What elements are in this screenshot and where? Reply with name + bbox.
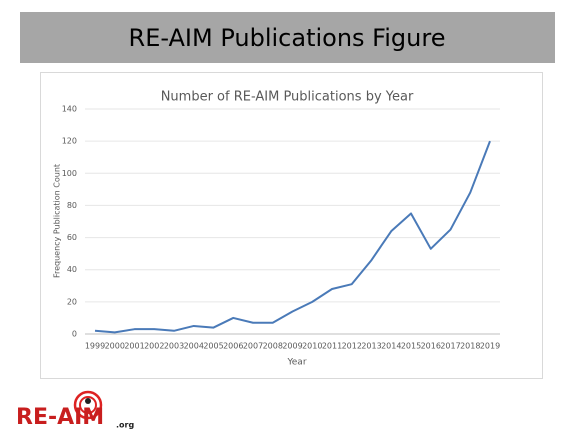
slide-title: RE-AIM Publications Figure	[129, 24, 446, 52]
logo-ring	[79, 396, 97, 414]
x-tick-label: 2005	[203, 342, 223, 351]
header-banner	[20, 12, 555, 63]
x-tick-label: 2017	[440, 342, 460, 351]
y-axis-label: Frequency Publication Count	[53, 164, 62, 278]
logo-figure	[85, 398, 91, 404]
x-tick-label: 2002	[144, 342, 164, 351]
x-axis-label: Year	[286, 358, 306, 368]
y-tick-label: 140	[62, 105, 77, 114]
x-tick-label: 2016	[421, 342, 441, 351]
chart-frame	[40, 72, 543, 379]
x-tick-label: 2019	[480, 342, 500, 351]
x-tick-label: 2012	[342, 342, 362, 351]
x-tick-label: 2001	[124, 342, 144, 351]
y-tick-label: 60	[67, 233, 77, 242]
y-tick-label: 80	[67, 201, 77, 210]
y-tick-label: 40	[67, 265, 77, 274]
y-tick-label: 0	[72, 330, 77, 339]
logo-suffix: .org	[116, 421, 134, 430]
y-tick-label: 120	[62, 137, 77, 146]
x-tick-label: 2003	[164, 342, 184, 351]
x-tick-label: 2014	[381, 342, 401, 351]
x-tick-label: 2007	[243, 342, 263, 351]
x-tick-label: 2006	[223, 342, 243, 351]
logo-ring	[73, 390, 103, 420]
y-tick-label: 100	[62, 169, 77, 178]
x-tick-label: 2008	[263, 342, 283, 351]
chart-title: Number of RE-AIM Publications by Year	[161, 90, 414, 105]
x-tick-label: 2011	[322, 342, 342, 351]
x-tick-label: 2000	[105, 342, 125, 351]
x-tick-label: 2015	[401, 342, 421, 351]
x-tick-label: 2018	[460, 342, 480, 351]
y-tick-label: 20	[67, 297, 77, 306]
x-tick-label: 2010	[302, 342, 322, 351]
logo-text: RE-AIM	[16, 405, 104, 430]
x-tick-label: 2009	[282, 342, 302, 351]
x-tick-label: 2004	[184, 342, 204, 351]
x-tick-label: 1999	[85, 342, 105, 351]
data-line	[94, 140, 491, 334]
x-tick-label: 2013	[361, 342, 381, 351]
